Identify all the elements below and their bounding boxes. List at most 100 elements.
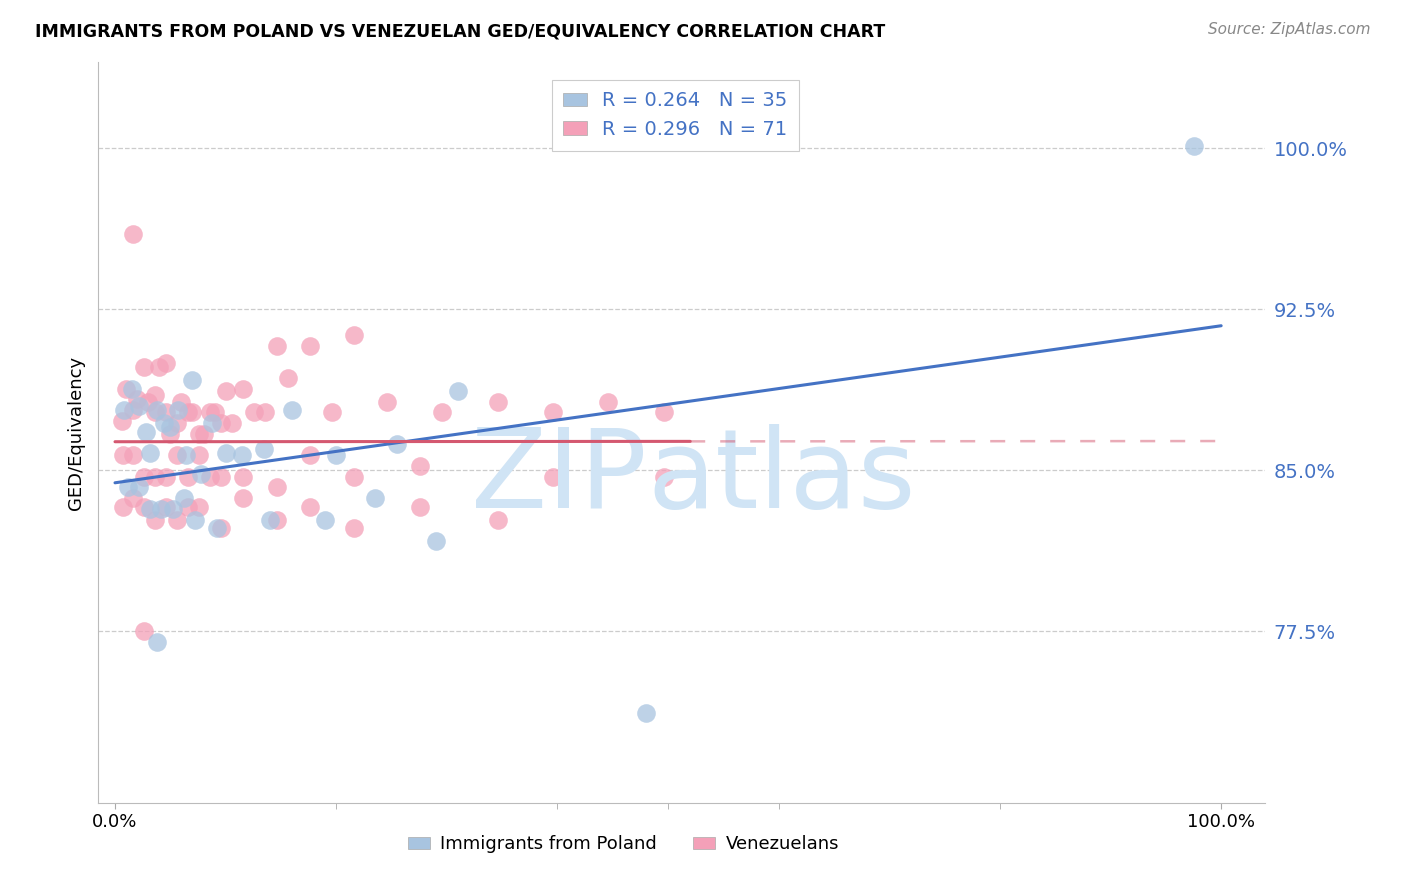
Point — [159, 426, 181, 441]
Point — [121, 227, 143, 241]
Point — [198, 469, 221, 483]
Point — [266, 339, 288, 353]
Point — [166, 416, 188, 430]
Text: Source: ZipAtlas.com: Source: ZipAtlas.com — [1208, 22, 1371, 37]
Point — [652, 405, 675, 419]
Point — [152, 416, 174, 430]
Point — [111, 448, 134, 462]
Point — [132, 469, 155, 483]
Point — [132, 624, 155, 639]
Point — [143, 512, 166, 526]
Point — [112, 403, 135, 417]
Point — [188, 500, 211, 514]
Text: ZIP: ZIP — [471, 424, 647, 531]
Point — [541, 405, 564, 419]
Point — [121, 491, 143, 505]
Point — [205, 521, 228, 535]
Point — [298, 448, 321, 462]
Point — [231, 448, 253, 462]
Point — [128, 480, 150, 494]
Point — [209, 469, 232, 483]
Point — [136, 394, 159, 409]
Point — [201, 416, 224, 430]
Point — [127, 392, 149, 407]
Point — [214, 384, 236, 398]
Point — [298, 339, 321, 353]
Point — [598, 394, 620, 409]
Point — [188, 426, 211, 441]
Point — [188, 448, 211, 462]
Point — [181, 373, 204, 387]
Point — [128, 399, 150, 413]
Point — [221, 416, 243, 430]
Point — [139, 446, 162, 460]
Point — [177, 405, 200, 419]
Point — [447, 384, 470, 398]
Point — [243, 405, 266, 419]
Point — [167, 403, 190, 417]
Point — [486, 394, 509, 409]
Point — [143, 469, 166, 483]
Point — [409, 458, 432, 473]
Point — [266, 480, 288, 494]
Point — [173, 491, 195, 505]
Point — [121, 448, 143, 462]
Point — [204, 405, 226, 419]
Point — [146, 403, 169, 417]
Point — [174, 448, 197, 462]
Point — [634, 706, 657, 720]
Point — [375, 394, 398, 409]
Point — [232, 469, 254, 483]
Point — [139, 501, 162, 516]
Point — [155, 405, 177, 419]
Point — [143, 405, 166, 419]
Point — [214, 446, 236, 460]
Point — [177, 469, 200, 483]
Point — [193, 426, 215, 441]
Point — [343, 328, 366, 343]
Point — [325, 448, 347, 462]
Point — [209, 416, 232, 430]
Point — [121, 382, 143, 396]
Point — [132, 360, 155, 375]
Point — [150, 501, 173, 516]
Point — [143, 388, 166, 402]
Point — [432, 405, 454, 419]
Point — [155, 500, 177, 514]
Point — [115, 382, 138, 396]
Point — [159, 420, 181, 434]
Point — [181, 405, 204, 419]
Point — [409, 500, 432, 514]
Point — [135, 425, 157, 439]
Point — [343, 469, 366, 483]
Point — [254, 405, 277, 419]
Point — [146, 635, 169, 649]
Point — [266, 512, 288, 526]
Legend: Immigrants from Poland, Venezuelans: Immigrants from Poland, Venezuelans — [401, 828, 846, 861]
Point — [117, 480, 139, 494]
Point — [111, 500, 134, 514]
Point — [162, 501, 184, 516]
Point — [343, 521, 366, 535]
Point — [132, 500, 155, 514]
Point — [232, 382, 254, 396]
Point — [166, 448, 188, 462]
Point — [190, 467, 212, 482]
Point — [198, 405, 221, 419]
Point — [111, 414, 134, 428]
Point — [321, 405, 343, 419]
Point — [314, 512, 336, 526]
Point — [155, 469, 177, 483]
Point — [486, 512, 509, 526]
Point — [385, 437, 408, 451]
Text: atlas: atlas — [647, 424, 915, 531]
Point — [166, 512, 188, 526]
Point — [277, 371, 299, 385]
Point — [541, 469, 564, 483]
Y-axis label: GED/Equivalency: GED/Equivalency — [66, 356, 84, 509]
Point — [652, 469, 675, 483]
Point — [148, 360, 170, 375]
Point — [298, 500, 321, 514]
Point — [364, 491, 387, 505]
Point — [183, 512, 205, 526]
